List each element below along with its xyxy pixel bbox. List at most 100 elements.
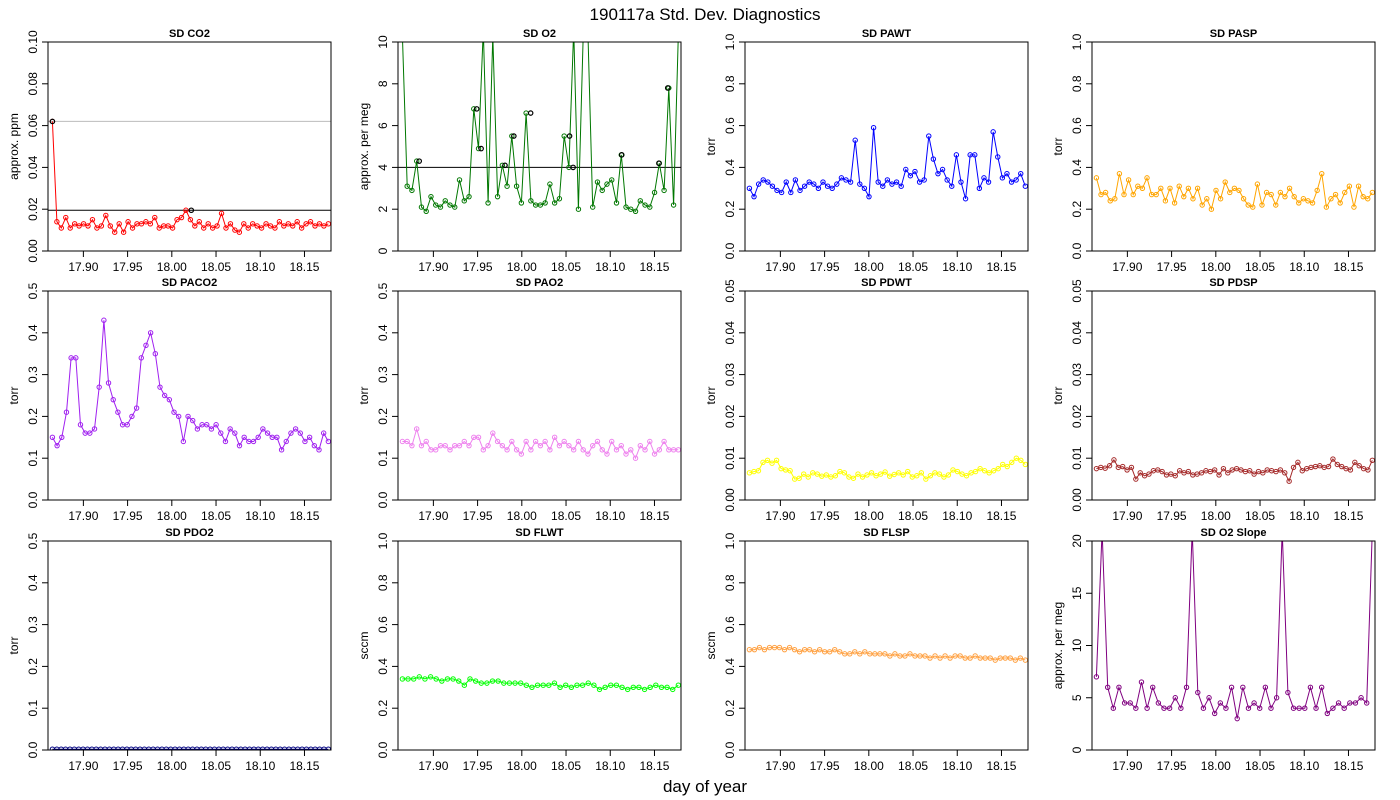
data-point bbox=[447, 202, 453, 208]
x-tick-label: 18.15 bbox=[639, 759, 669, 773]
data-point bbox=[325, 221, 331, 227]
data-point bbox=[1144, 705, 1150, 711]
x-tick-label: 18.05 bbox=[551, 260, 581, 274]
data-point bbox=[566, 442, 572, 449]
y-tick-label: 0.8 bbox=[723, 75, 737, 92]
data-point bbox=[623, 451, 629, 457]
data-point bbox=[214, 223, 220, 229]
data-point bbox=[661, 187, 667, 194]
x-tick-label: 17.95 bbox=[810, 509, 840, 523]
data-point bbox=[534, 682, 541, 688]
data-point bbox=[523, 438, 529, 445]
data-point bbox=[183, 207, 189, 213]
data-point bbox=[249, 221, 256, 227]
data-point bbox=[990, 468, 997, 474]
data-point bbox=[143, 342, 149, 349]
data-point bbox=[1222, 179, 1228, 185]
y-axis: 0 2 4 6 8 10 bbox=[376, 35, 398, 254]
data-point bbox=[129, 225, 136, 231]
data-point bbox=[1341, 705, 1347, 711]
x-tick-label: 17.95 bbox=[810, 759, 840, 773]
data-point bbox=[227, 221, 234, 227]
data-point bbox=[987, 655, 993, 661]
panel-title: SD PDSP bbox=[1209, 277, 1257, 289]
data-point bbox=[755, 468, 762, 474]
data-point bbox=[147, 221, 154, 227]
data-point bbox=[1318, 684, 1325, 690]
data-point bbox=[1240, 684, 1246, 690]
data-point bbox=[776, 644, 783, 651]
highlight-point bbox=[188, 207, 195, 214]
x-tick-label: 18.00 bbox=[507, 759, 537, 773]
x-tick-label: 17.90 bbox=[765, 260, 795, 274]
data-point bbox=[985, 179, 992, 185]
data-point bbox=[1217, 700, 1224, 706]
y-tick-label: 0.00 bbox=[26, 239, 40, 263]
data-point bbox=[156, 225, 162, 231]
data-point bbox=[532, 438, 539, 445]
data-point bbox=[1245, 202, 1251, 208]
data-point bbox=[561, 133, 567, 139]
highlight-point bbox=[403, 34, 407, 38]
x-tick-label: 18.00 bbox=[1201, 509, 1231, 523]
panel-4: SD PACO2 torr 0.0 0.1 0.2 0.3 0.4 0.5 17.90 17.95… bbox=[7, 277, 332, 523]
data-point bbox=[1234, 715, 1240, 722]
data-point bbox=[927, 473, 934, 479]
y-axis: 0.0 0.1 0.2 0.3 0.4 0.5 bbox=[26, 282, 48, 508]
data-point bbox=[1153, 191, 1159, 198]
y-tick-label: 0.00 bbox=[723, 488, 737, 512]
data-point bbox=[947, 655, 953, 661]
data-point bbox=[1200, 705, 1207, 711]
data-point bbox=[258, 225, 265, 231]
data-point bbox=[1360, 193, 1366, 200]
y-axis-label: approx. ppm bbox=[7, 113, 21, 180]
highlight-point bbox=[664, 85, 671, 91]
data-point bbox=[847, 179, 854, 185]
x-tick-label: 18.05 bbox=[551, 509, 581, 523]
plot-frame bbox=[744, 290, 1029, 501]
y-tick-label: 0.03 bbox=[1070, 363, 1084, 387]
data-point bbox=[760, 459, 766, 466]
plot-area bbox=[49, 317, 331, 453]
data-point bbox=[604, 451, 610, 457]
data-point bbox=[1195, 689, 1201, 696]
x-tick-label: 17.95 bbox=[463, 509, 493, 523]
data-point bbox=[632, 208, 639, 214]
data-point bbox=[418, 442, 425, 449]
data-point bbox=[1268, 191, 1274, 198]
data-point bbox=[204, 422, 210, 428]
plot-area bbox=[746, 124, 1028, 202]
y-axis-label: sccm bbox=[704, 632, 718, 660]
data-point bbox=[1100, 528, 1104, 532]
data-point bbox=[575, 438, 582, 445]
panel-title: SD PDO2 bbox=[165, 527, 213, 539]
data-point bbox=[513, 447, 520, 453]
x-tick-label: 17.90 bbox=[418, 759, 448, 773]
data-point bbox=[945, 472, 952, 478]
data-point bbox=[260, 426, 266, 432]
y-tick-label: 0.2 bbox=[26, 658, 40, 675]
x-tick-label: 18.15 bbox=[639, 260, 669, 274]
highlight-point bbox=[502, 162, 508, 169]
x-tick-label: 18.15 bbox=[986, 509, 1016, 523]
panel-0: SD CO2 approx. ppm 0.00 0.02 0.04 0.06 0.08 0.1… bbox=[7, 28, 332, 274]
data-point bbox=[796, 649, 803, 655]
data-point bbox=[1273, 468, 1279, 475]
data-point bbox=[1247, 468, 1253, 474]
data-point bbox=[107, 223, 113, 229]
data-point bbox=[591, 682, 597, 688]
figure-xlabel: day of year bbox=[663, 777, 747, 796]
data-point bbox=[1158, 185, 1164, 192]
x-tick-label: 17.90 bbox=[1112, 509, 1142, 523]
data-point bbox=[481, 27, 485, 31]
y-tick-label: 0.5 bbox=[376, 282, 390, 299]
data-point bbox=[783, 179, 789, 185]
data-point bbox=[281, 223, 287, 229]
data-point bbox=[563, 682, 569, 688]
plot-frame bbox=[1091, 540, 1376, 751]
data-point bbox=[814, 471, 820, 477]
data-point bbox=[178, 214, 185, 221]
data-point bbox=[190, 417, 196, 424]
data-point bbox=[596, 686, 603, 693]
y-tick-label: 15 bbox=[1070, 586, 1084, 600]
